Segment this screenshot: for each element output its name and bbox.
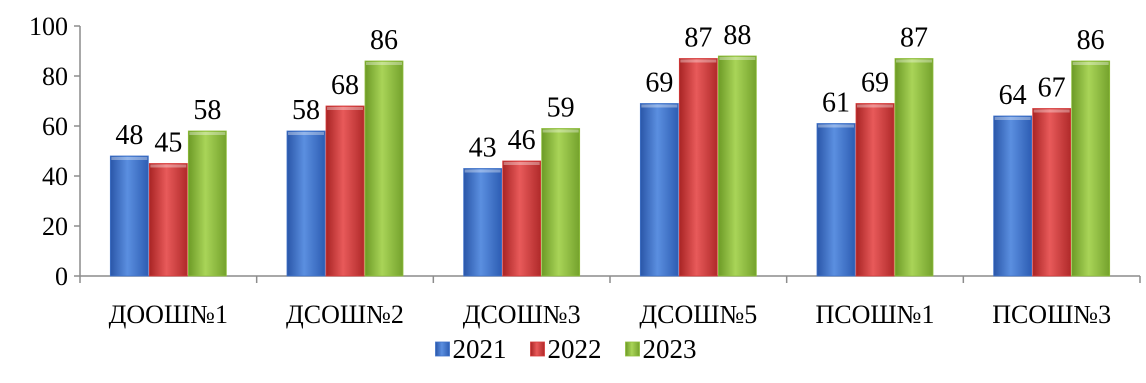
bar-highlight xyxy=(189,132,226,135)
legend-label: 2021 xyxy=(453,334,507,364)
bar-2022 xyxy=(1032,108,1072,277)
bar-highlight xyxy=(288,132,324,135)
y-tick-label: 20 xyxy=(42,212,68,241)
bar-highlight xyxy=(818,124,854,128)
bars xyxy=(109,55,1111,277)
bar-2023 xyxy=(1071,60,1111,277)
y-tick-label: 0 xyxy=(55,262,68,291)
bar-highlight xyxy=(366,62,402,65)
x-category-label: ПСОШ№1 xyxy=(816,300,935,329)
bar-2021 xyxy=(109,155,149,277)
data-label: 88 xyxy=(723,20,751,51)
x-category-label: ДООШ№1 xyxy=(109,300,228,329)
bar-2021 xyxy=(993,115,1033,277)
bar-2022 xyxy=(325,105,365,277)
y-tick-label: 60 xyxy=(42,112,68,141)
bar-highlight xyxy=(1033,109,1070,113)
bar-2022 xyxy=(502,160,542,277)
data-label: 61 xyxy=(822,88,850,119)
data-label: 87 xyxy=(684,23,712,54)
x-category-label: ДСОШ№3 xyxy=(463,300,581,329)
x-category-label: ДСОШ№5 xyxy=(639,300,757,329)
data-label: 46 xyxy=(508,125,536,156)
bar-highlight xyxy=(641,104,678,108)
bar-2023 xyxy=(364,60,404,277)
bar-highlight xyxy=(1072,62,1109,65)
bar-2022 xyxy=(148,163,188,277)
legend-swatch-2022 xyxy=(530,341,545,357)
bar-highlight xyxy=(111,157,148,160)
bar-highlight xyxy=(503,162,540,165)
data-label: 69 xyxy=(861,68,889,99)
bar-2021 xyxy=(639,103,679,277)
bar-highlight xyxy=(464,169,501,173)
data-label: 69 xyxy=(645,68,673,99)
bar-2022 xyxy=(855,103,895,277)
x-category-label: ПСОШ№3 xyxy=(992,300,1111,329)
bar-highlight xyxy=(327,107,363,110)
bar-2022 xyxy=(678,58,718,277)
data-label: 58 xyxy=(292,95,320,126)
y-tick-label: 80 xyxy=(42,62,68,91)
data-label: 59 xyxy=(547,93,575,124)
bar-highlight xyxy=(680,59,717,63)
bar-2023 xyxy=(717,55,757,277)
data-labels: 48 45 58 58 68 86 43 46 59 69 87 88 61 69 87 64 67 86 xyxy=(115,20,1104,164)
bar-2021 xyxy=(816,123,856,277)
axes: 0 20 40 60 80 100 ДООШ№1 ДСОШ№2 ДСОШ№3 ДСОШ№5 ПСОШ… xyxy=(29,12,1141,329)
bar-highlight xyxy=(719,57,756,60)
data-label: 58 xyxy=(193,95,221,126)
y-tick-label: 100 xyxy=(29,12,68,41)
bar-2021 xyxy=(286,130,326,277)
bar-2023 xyxy=(541,128,581,277)
bar-highlight xyxy=(857,104,893,108)
bar-2023 xyxy=(894,58,934,277)
legend-label: 2022 xyxy=(548,334,602,364)
data-label: 68 xyxy=(331,70,359,101)
legend-swatch-2021 xyxy=(435,341,450,357)
legend-label: 2023 xyxy=(643,334,697,364)
bar-2023 xyxy=(187,130,227,277)
bar-highlight xyxy=(994,117,1031,120)
y-tick-label: 40 xyxy=(42,162,68,191)
bar-highlight xyxy=(542,129,579,133)
legend: 2021 2022 2023 xyxy=(435,334,697,364)
data-label: 87 xyxy=(900,23,928,54)
data-label: 67 xyxy=(1038,73,1066,104)
bar-highlight xyxy=(896,59,932,63)
bar-highlight xyxy=(150,164,187,168)
data-label: 86 xyxy=(1077,25,1105,56)
data-label: 48 xyxy=(115,120,143,151)
data-label: 86 xyxy=(370,25,398,56)
data-label: 45 xyxy=(154,128,182,159)
bar-2021 xyxy=(463,168,503,277)
legend-swatch-2023 xyxy=(625,341,640,357)
x-category-label: ДСОШ№2 xyxy=(286,300,404,329)
data-label: 43 xyxy=(469,133,497,164)
data-label: 64 xyxy=(999,80,1027,111)
